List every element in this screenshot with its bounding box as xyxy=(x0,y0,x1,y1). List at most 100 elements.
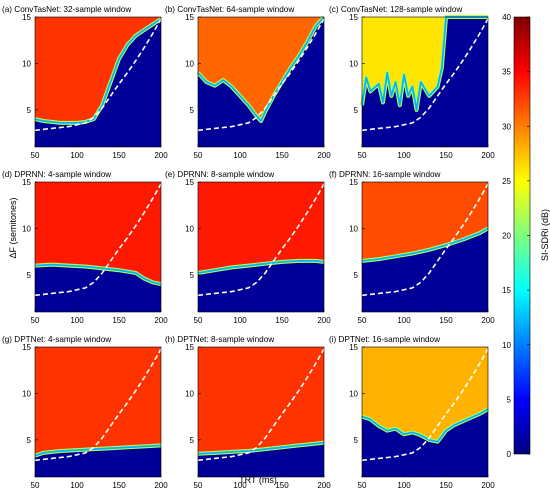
y-tick-label: 10 xyxy=(22,389,31,398)
panel: 50 100 150 200 5 10 15(i) DPTNet: 16-sample wi… xyxy=(329,335,495,490)
colorbar-label: SI-SDRi (dB) xyxy=(540,209,550,261)
colorbar-tick-label: 10 xyxy=(502,341,511,350)
panel-frame xyxy=(34,346,162,478)
y-tick-label: 15 xyxy=(22,13,31,22)
threshold-curve xyxy=(34,183,162,297)
colorbar-tick-label: 5 xyxy=(507,395,512,404)
y-tick-label: 5 xyxy=(354,271,359,280)
x-tick-label: 50 xyxy=(358,481,367,490)
threshold-curve xyxy=(361,348,489,462)
y-tick-label: 10 xyxy=(185,59,194,68)
panel-title: (c) ConvTasNet: 128-sample window xyxy=(329,5,462,14)
panel-title: (b) ConvTasNet: 64-sample window xyxy=(165,5,294,14)
heatmap-high-region xyxy=(35,182,161,285)
x-tick-label: 200 xyxy=(317,151,331,160)
panel-frame xyxy=(197,16,325,148)
threshold-curve xyxy=(197,18,325,132)
x-tick-label: 200 xyxy=(481,316,495,325)
heatmap-transition-edge xyxy=(197,16,325,122)
x-axis-label: TRT (ms) xyxy=(239,475,277,485)
colorbar-tick-label: 15 xyxy=(502,286,511,295)
x-tick-label: 50 xyxy=(31,151,40,160)
heatmap-transition-edge xyxy=(361,408,489,443)
y-tick-label: 5 xyxy=(190,271,195,280)
y-tick-label: 15 xyxy=(349,13,358,22)
y-tick-label: 5 xyxy=(354,106,359,115)
heatmap-transition-edge xyxy=(197,441,325,455)
x-tick-label: 100 xyxy=(233,316,247,325)
y-tick-label: 15 xyxy=(185,178,194,187)
threshold-curve xyxy=(34,348,162,462)
y-tick-label: 10 xyxy=(185,224,194,233)
heatmap-transition-edge xyxy=(361,227,489,262)
x-tick-label: 150 xyxy=(112,316,126,325)
x-tick-label: 100 xyxy=(70,481,84,490)
y-tick-label: 5 xyxy=(27,271,32,280)
y-tick-label: 5 xyxy=(190,106,195,115)
panel-frame xyxy=(361,346,489,478)
x-tick-label: 50 xyxy=(194,151,203,160)
heatmap-high-region xyxy=(198,17,324,121)
y-tick-label: 10 xyxy=(349,224,358,233)
panel-title: (g) DPTNet: 4-sample window xyxy=(2,335,111,344)
heatmap-high-region xyxy=(35,347,161,456)
threshold-curve xyxy=(197,183,325,297)
colorbar-tick-label: 35 xyxy=(502,68,511,77)
x-tick-label: 50 xyxy=(31,481,40,490)
panel-frame xyxy=(197,181,325,313)
heatmap-high-region xyxy=(35,17,161,123)
y-tick-label: 5 xyxy=(27,436,32,445)
panel: 50 100 150 200 5 10 15(f) DPRNN: 16-sample win… xyxy=(329,170,495,325)
y-tick-label: 15 xyxy=(22,343,31,352)
colorbar-ticks: 0 5 10 15 20 25 30 35 40 xyxy=(502,13,530,459)
y-tick-label: 5 xyxy=(354,436,359,445)
x-tick-label: 200 xyxy=(154,481,168,490)
x-tick-label: 50 xyxy=(358,316,367,325)
x-tick-label: 100 xyxy=(397,481,411,490)
panel-title: (d) DPRNN: 4-sample window xyxy=(2,170,111,179)
x-tick-label: 100 xyxy=(233,151,247,160)
x-tick-label: 150 xyxy=(439,151,453,160)
y-tick-label: 10 xyxy=(185,389,194,398)
heatmap-transition-edge xyxy=(34,444,162,457)
x-tick-label: 200 xyxy=(481,151,495,160)
heatmap-high-region xyxy=(198,347,324,454)
threshold-curve xyxy=(34,18,162,132)
x-tick-label: 200 xyxy=(317,481,331,490)
colorbar-tick-label: 20 xyxy=(502,232,511,241)
panel-title: (f) DPRNN: 16-sample window xyxy=(329,170,441,179)
panel: 50 100 150 200 5 10 15(b) ConvTasNet: 64-sampl… xyxy=(165,5,331,160)
panel-frame xyxy=(34,181,162,313)
panel-title: (e) DPRNN: 8-sample window xyxy=(165,170,274,179)
x-tick-label: 200 xyxy=(317,316,331,325)
panel-title: (h) DPTNet: 8-sample window xyxy=(165,335,274,344)
y-axis-label: ΔF (semitones) xyxy=(8,197,18,258)
y-tick-label: 15 xyxy=(349,343,358,352)
heatmap-transition-edge xyxy=(197,260,325,274)
x-tick-label: 100 xyxy=(70,316,84,325)
x-tick-label: 150 xyxy=(112,481,126,490)
panel: 50 100 150 200 5 10 15(a) ConvTasNet: 32-sampl… xyxy=(2,5,168,160)
y-tick-label: 5 xyxy=(190,436,195,445)
panel: 50 100 150 200 5 10 15(d) DPRNN: 4-sample wind… xyxy=(2,170,168,325)
panel-frame xyxy=(197,346,325,478)
y-tick-label: 10 xyxy=(22,59,31,68)
panel-title: (a) ConvTasNet: 32-sample window xyxy=(2,5,131,14)
colorbar: 0 5 10 15 20 25 30 35 40 SI-SDRi (dB) xyxy=(502,13,550,459)
x-tick-label: 150 xyxy=(275,316,289,325)
panel-frame xyxy=(361,16,489,148)
colorbar-tick-label: 25 xyxy=(502,177,511,186)
x-tick-label: 200 xyxy=(154,316,168,325)
x-tick-label: 50 xyxy=(358,151,367,160)
y-tick-label: 10 xyxy=(349,389,358,398)
panel-frame xyxy=(361,181,489,313)
threshold-curve xyxy=(197,348,325,462)
heatmap-transition-edge xyxy=(34,263,162,285)
y-tick-label: 10 xyxy=(22,224,31,233)
x-tick-label: 200 xyxy=(481,481,495,490)
y-tick-label: 15 xyxy=(185,343,194,352)
y-tick-label: 15 xyxy=(22,178,31,187)
y-tick-label: 15 xyxy=(349,178,358,187)
